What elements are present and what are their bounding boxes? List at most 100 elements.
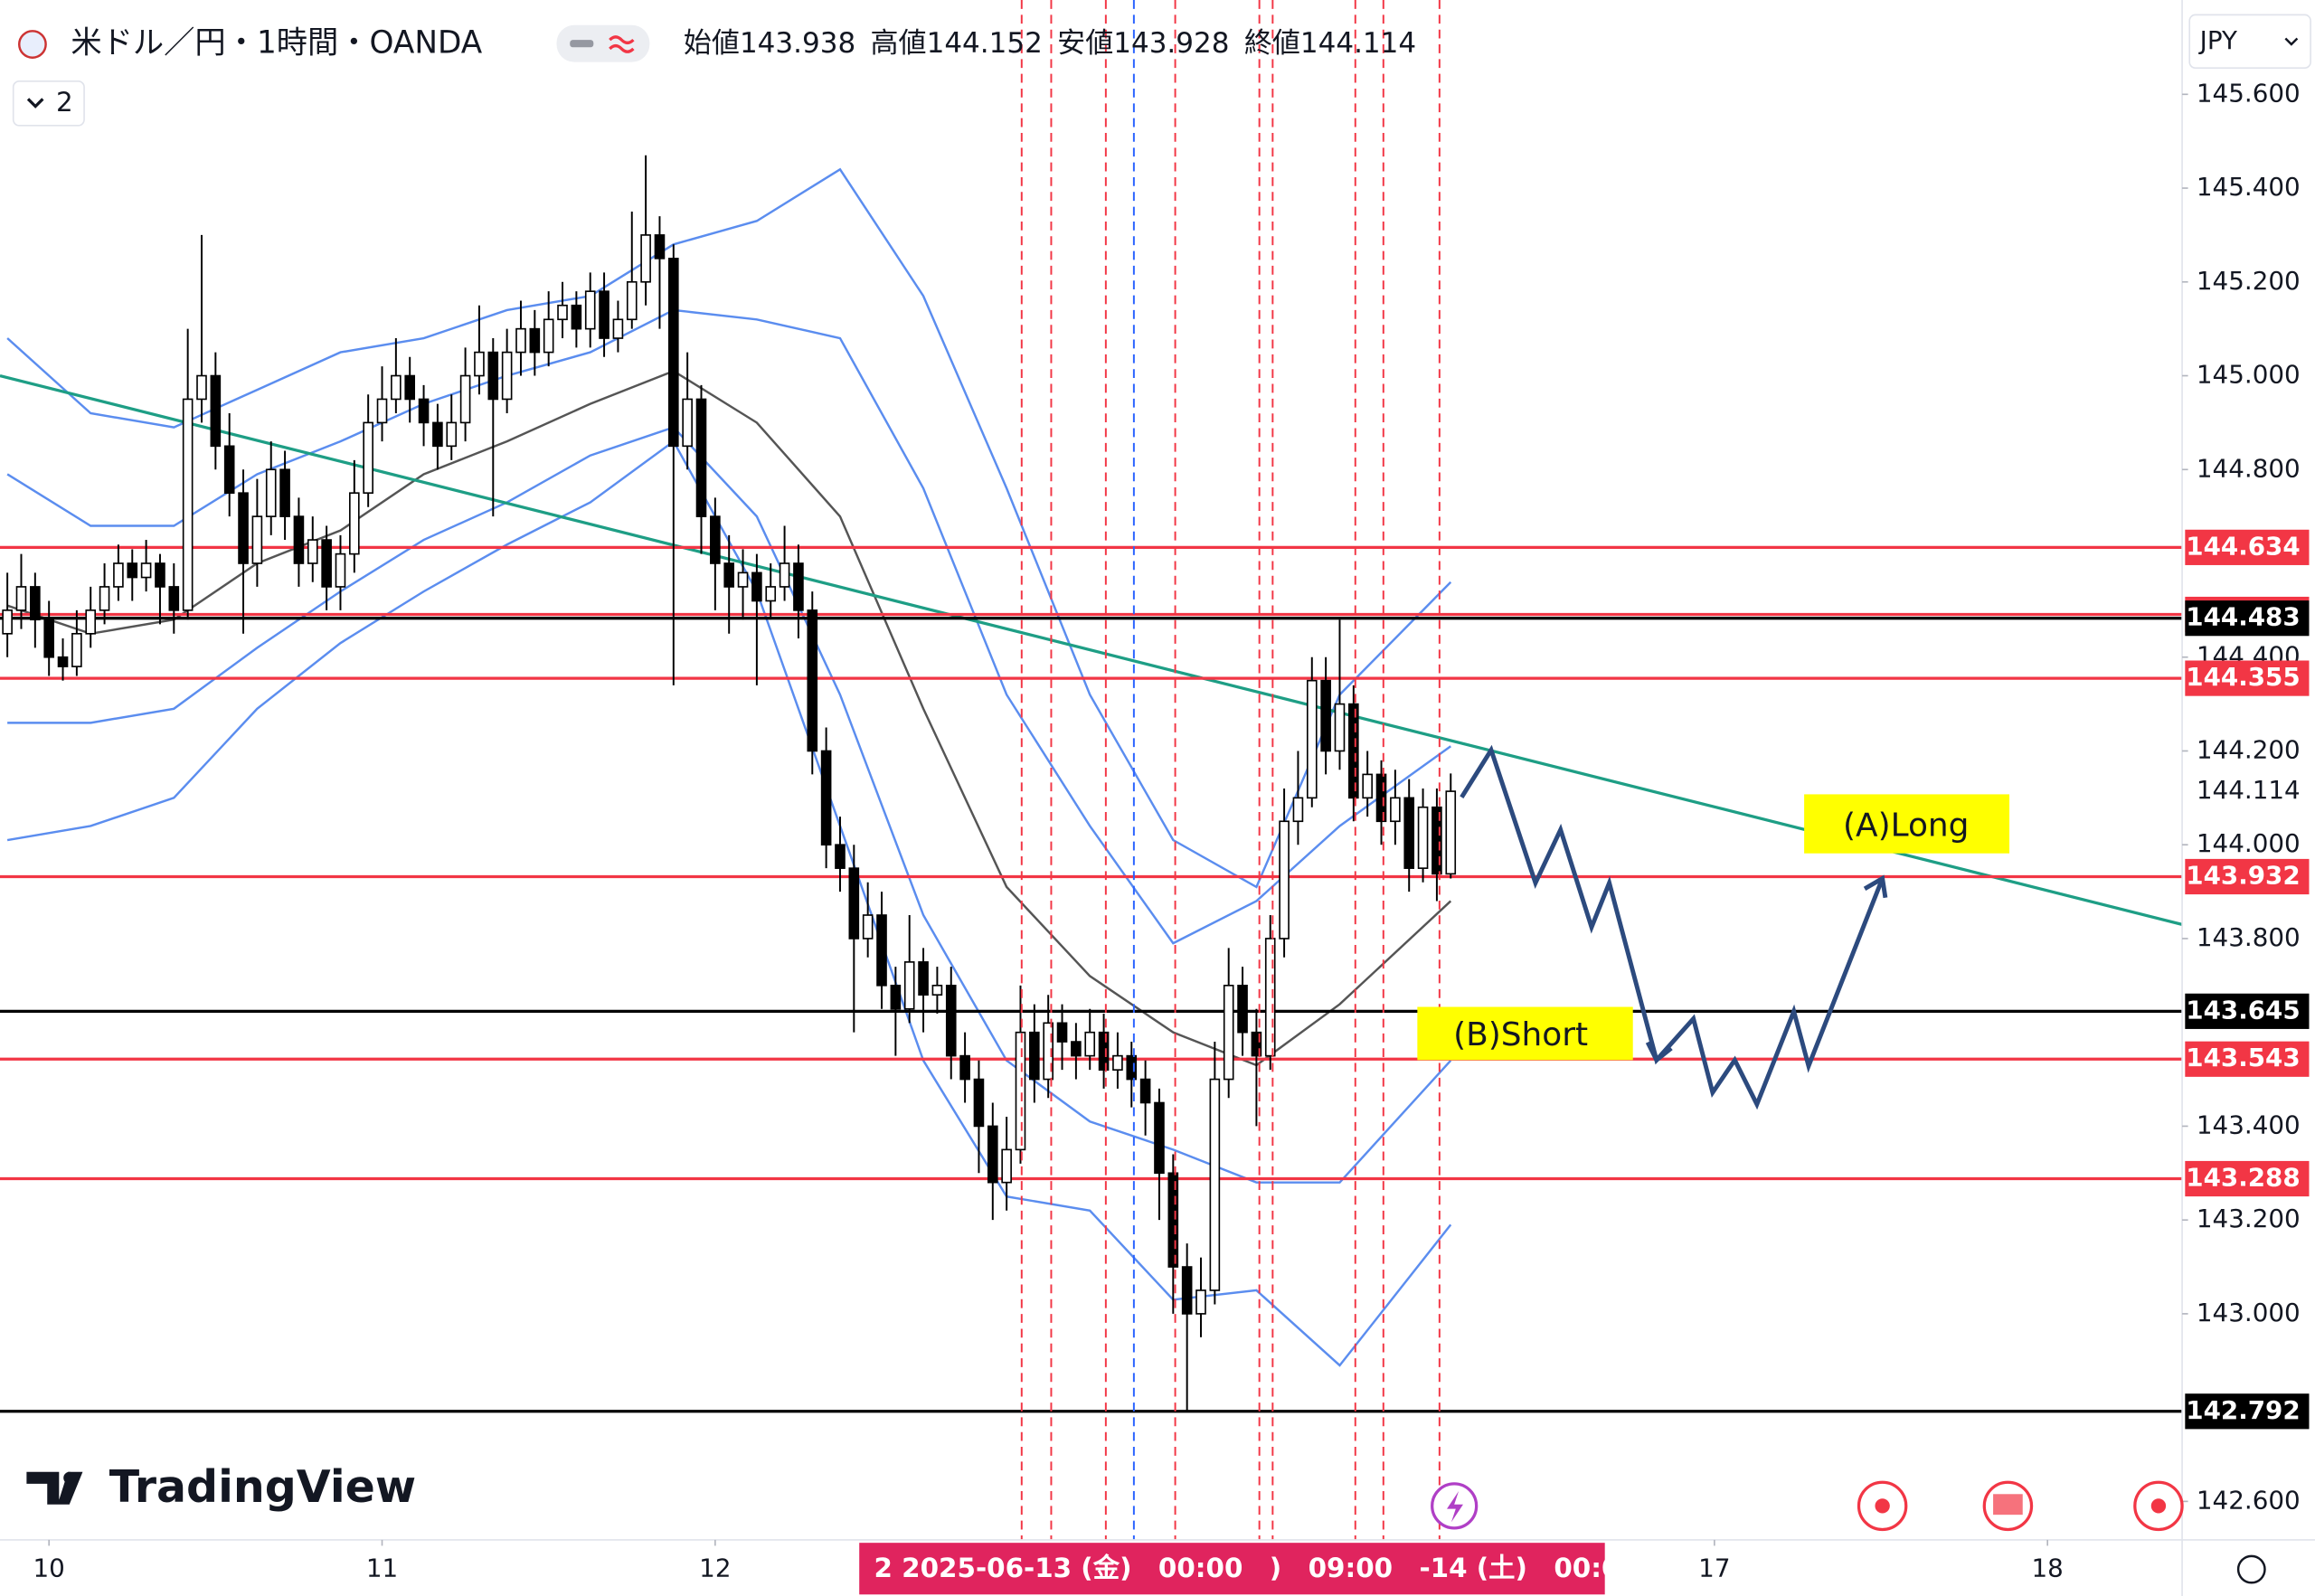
candle-body [1264,938,1276,1057]
candle-body [807,609,818,752]
annotation-label: (A)Long [1843,807,1969,844]
candle-body [1098,1031,1110,1071]
candle-body [391,374,402,401]
symbol-title: 米ドル／円・1時間・OANDA [71,25,482,61]
settings-icon[interactable] [2236,1554,2266,1584]
ohlc-label: 終値 [1244,27,1300,60]
ohlc-label: 始値 [684,27,740,60]
candle-body [1334,703,1346,752]
plot-area [0,155,2183,1413]
y-tick-label: 142.600 [2197,1485,2301,1515]
candle-body [1362,773,1373,799]
candle-body [1126,1054,1138,1081]
ohlc-value: 143.938 [740,27,855,60]
candle-body [557,304,568,321]
candle-body [695,398,707,517]
price-label-box [2185,773,2310,809]
ohlc-readout: 始値143.938 高値144.152 安値143.928 終値144.114 [684,27,1416,60]
candle-body [848,867,860,940]
annotation-box [1804,794,2010,854]
candle-body [515,327,526,354]
axes: 145.600 145.400 145.200 145.000 144.800 144.4… [33,78,2310,1583]
candle-body [363,421,373,495]
candle-body [1403,797,1415,869]
candle-body [765,586,777,602]
x-tick-label: 10 [33,1554,65,1583]
candle-body [626,280,638,321]
candle-body [85,609,97,635]
projection [1460,744,1888,1110]
candle-body [1306,679,1318,799]
y-tick-label: 145.600 [2197,78,2301,108]
x-tick-label: 12 [699,1554,731,1583]
y-tick-label: 145.400 [2197,172,2301,202]
indicator-count: 2 [56,87,73,118]
candle-body [223,445,235,495]
price-label: 144.114 [2197,775,2301,805]
candle-body [196,374,207,401]
candle-body [820,750,832,846]
candle-body [862,914,874,940]
time-markers [1020,0,1441,1540]
candle-body [1112,1054,1123,1071]
candle-body [335,552,346,588]
candle-body [251,515,263,564]
candle-body [2,609,13,635]
candle-body [238,492,249,564]
candle-body [668,258,679,448]
candle-body [723,562,734,588]
crosshair-time-box [859,1543,1605,1595]
candle-body [459,374,471,424]
candle-body [1292,797,1304,823]
bottom-icons [1431,1480,2266,1584]
y-tick-label: 143.200 [2197,1204,2301,1233]
candle-body [307,539,318,564]
candle-body [210,374,222,448]
event-icon [1875,1498,1890,1514]
badge-icon [570,40,594,48]
candle-body [918,961,929,996]
candle-body [1167,1172,1179,1268]
level-label: 144.355 [2186,662,2300,692]
candle-body [127,562,138,579]
candle-body [945,985,957,1057]
currency-select[interactable] [2188,14,2311,69]
candle-body [140,562,152,579]
candle-body [1139,1078,1151,1104]
candle-body [710,515,721,564]
flag-icon [18,30,47,59]
candle-body [446,421,458,448]
candle-body [1195,1289,1206,1315]
level-label-box [2185,993,2310,1029]
candle-body [1348,703,1359,799]
candle-body [474,351,485,377]
level-label: 143.543 [2186,1043,2300,1072]
candle-body [1223,985,1234,1081]
candle-body [737,571,749,588]
candle-body [1209,1078,1221,1291]
candle-body [168,586,180,611]
candle-body [1071,1041,1082,1057]
y-tick-label: 143.800 [2197,922,2301,952]
candle-body [584,290,596,330]
candle-body [487,351,499,401]
candle-body [1154,1101,1165,1175]
badge-icon [609,35,635,53]
indicator-toggle[interactable] [12,80,85,127]
annotation-label: (B)Short [1453,1016,1588,1053]
candle-body [1445,790,1457,875]
header: 米ドル／円・1時間・OANDA 始値143.938 高値144.152 安値143.… [12,14,2311,127]
candle-body [57,656,69,667]
candle-body [654,234,666,260]
candle-body [1251,1031,1262,1057]
ohlc-value: 143.928 [1113,27,1229,60]
candle-body [1375,773,1387,823]
band-line [6,167,1452,889]
candle-body [890,985,902,1010]
event-icon [1447,1491,1463,1523]
candle-body [404,374,416,401]
candle-body [265,468,277,517]
candle-body [71,632,82,667]
candle-body [1390,797,1401,823]
